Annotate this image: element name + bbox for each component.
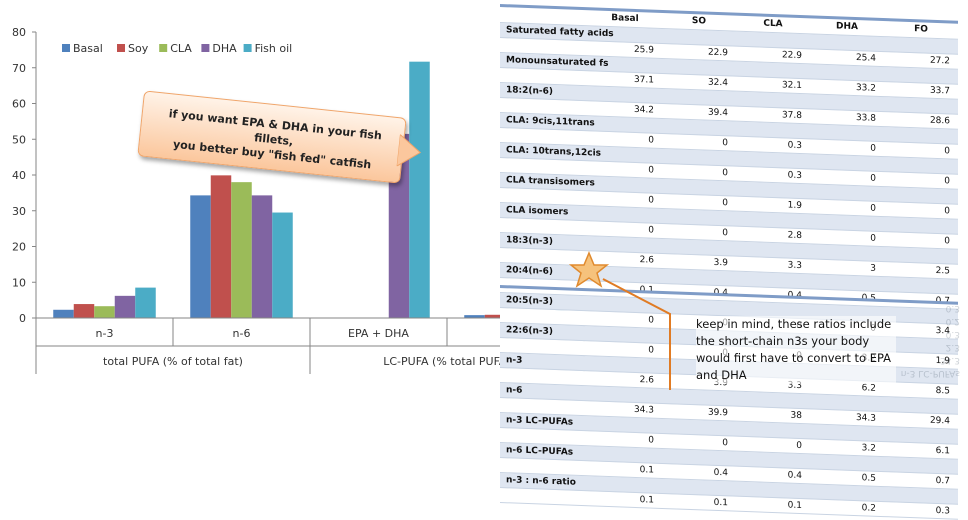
- table-cell: 0.3: [884, 501, 958, 520]
- table-cell: 0.1: [662, 493, 736, 512]
- annotation-layer: [568, 251, 671, 390]
- legend-swatch: [159, 44, 168, 52]
- y-tick-label: 10: [12, 276, 26, 289]
- x-group-label: LC-PUFA (% total PUFA): [383, 355, 511, 368]
- y-tick-label: 20: [12, 241, 26, 254]
- callout-box: if you want EPA & DHA in your fish fille…: [137, 90, 422, 184]
- x-category-label: n-6: [233, 327, 251, 340]
- y-axis: 0 10 20 30 40 50 60 70 80: [12, 26, 37, 325]
- bar-cla: [231, 182, 252, 318]
- bar-soy: [73, 304, 95, 318]
- y-tick-label: 40: [12, 169, 26, 182]
- table-cell: 0.1: [588, 490, 662, 509]
- x-category-label: EPA + DHA: [348, 327, 409, 340]
- legend-label: Basal: [73, 42, 103, 55]
- bar-series: [53, 61, 567, 319]
- bar-fish-oil: [409, 61, 430, 319]
- note-connector-line: [602, 278, 671, 390]
- legend-label: Fish oil: [255, 42, 293, 55]
- chart-legend: Basal Soy CLA DHA Fish oil: [62, 42, 292, 55]
- legend-swatch: [62, 44, 70, 52]
- legend-label: Soy: [128, 42, 149, 55]
- bar-basal: [464, 315, 485, 318]
- bar-soy: [210, 175, 232, 318]
- ratio-note-text: keep in mind, these ratios include the s…: [696, 317, 892, 382]
- star-icon: [568, 251, 610, 288]
- legend-label: CLA: [170, 42, 192, 55]
- ratio-note: keep in mind, these ratios include the s…: [696, 316, 896, 384]
- bar-basal: [190, 195, 211, 318]
- bar-soy: [484, 314, 506, 318]
- bar-fish-oil: [135, 287, 156, 318]
- legend-label: DHA: [212, 42, 237, 55]
- bar-basal: [53, 309, 74, 318]
- table-cell: 0.2: [810, 498, 884, 517]
- y-tick-label: 80: [12, 26, 26, 39]
- bar-dha: [114, 295, 136, 318]
- bar-cla: [94, 306, 115, 318]
- bar-dha: [251, 195, 273, 318]
- y-tick-label: 0: [19, 312, 26, 325]
- y-tick-label: 70: [12, 62, 26, 75]
- callout-arrow-icon: [396, 134, 422, 168]
- y-tick-label: 50: [12, 133, 26, 146]
- y-tick-label: 30: [12, 205, 26, 218]
- x-category-label: n-3: [96, 327, 114, 340]
- table-spacer-cell: [500, 487, 588, 506]
- legend-swatch: [117, 44, 125, 52]
- y-tick-label: 60: [12, 98, 26, 111]
- x-group-label: total PUFA (% of total fat): [103, 355, 243, 368]
- legend-swatch: [243, 44, 252, 52]
- bar-fish-oil: [272, 212, 293, 318]
- table-cell: 0.1: [736, 496, 810, 514]
- legend-swatch: [201, 44, 210, 52]
